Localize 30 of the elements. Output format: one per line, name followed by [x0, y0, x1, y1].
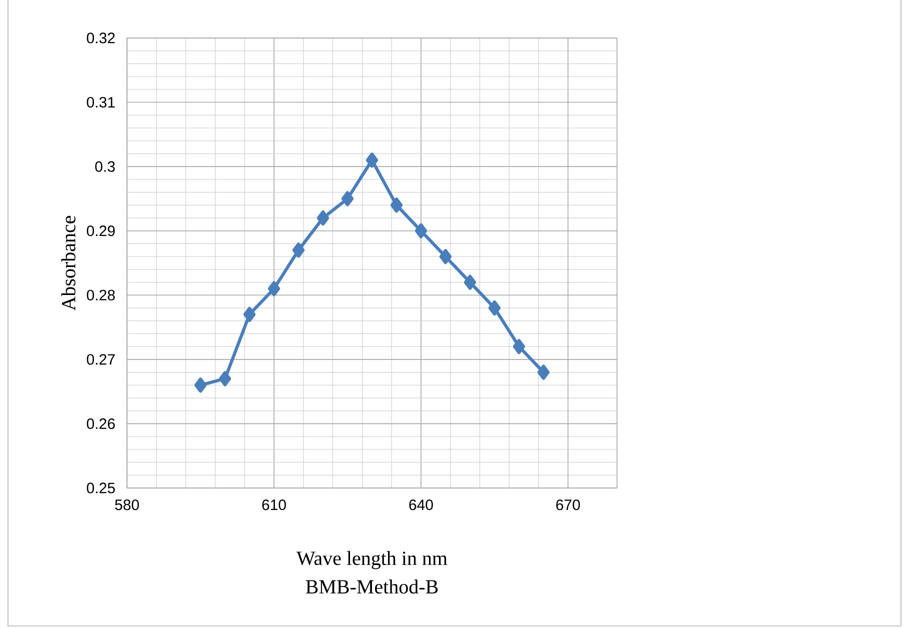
- y-tick-label: 0.31: [86, 96, 115, 108]
- point: [512, 338, 526, 354]
- y-tick-label: 0.26: [86, 418, 115, 430]
- point: [268, 281, 280, 296]
- x-axis-title: Wave length in nm: [296, 551, 448, 570]
- point: [390, 198, 403, 213]
- point: [414, 223, 428, 238]
- x-tick-label: 640: [409, 500, 433, 510]
- x-tick-label: 610: [262, 500, 286, 510]
- y-tick-label: 0.25: [86, 482, 115, 494]
- point: [439, 248, 452, 264]
- point: [243, 306, 256, 322]
- y-tick-label: 0.28: [86, 290, 115, 300]
- point: [488, 300, 501, 316]
- x-tick-label: 670: [556, 500, 580, 510]
- point: [537, 364, 550, 380]
- x-tick-label: 580: [115, 500, 139, 510]
- point: [292, 242, 305, 258]
- y-tick-label: 0.32: [86, 32, 115, 44]
- point: [341, 191, 354, 206]
- point: [464, 274, 476, 290]
- point: [218, 371, 232, 386]
- point: [316, 210, 330, 226]
- y-tick-label: 0.3: [95, 161, 115, 172]
- y-axis-title: Absorbance: [61, 216, 76, 311]
- y-tick-label: 0.27: [86, 354, 115, 365]
- text: BMB-Method-B: [306, 580, 438, 594]
- point: [194, 378, 207, 393]
- y-tick-label: 0.29: [86, 226, 115, 236]
- point: [366, 152, 378, 168]
